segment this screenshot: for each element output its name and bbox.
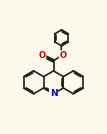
- Text: O: O: [59, 51, 67, 60]
- Text: N: N: [50, 89, 57, 98]
- Text: O: O: [39, 51, 46, 60]
